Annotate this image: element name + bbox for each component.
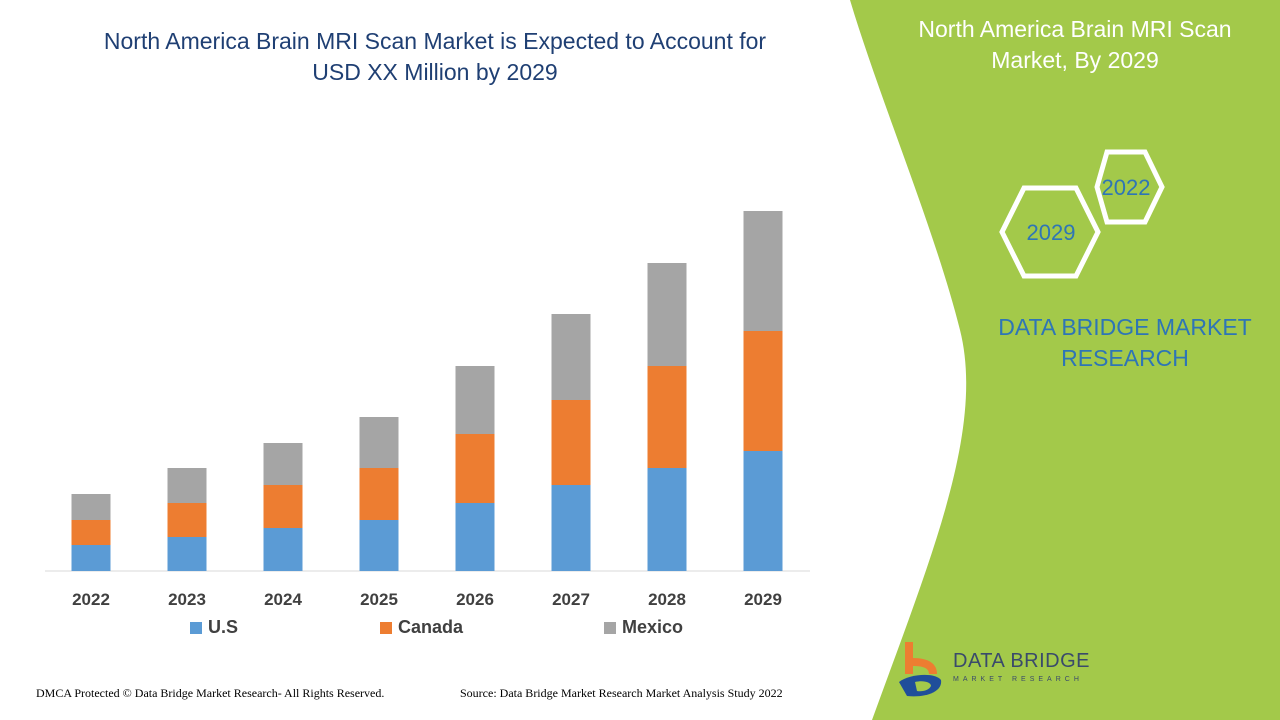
logo-text: DATA BRIDGE bbox=[953, 650, 1091, 672]
legend-item-canada: Canada bbox=[380, 617, 463, 638]
x-tick-label: 2028 bbox=[648, 590, 686, 609]
bar-mexico-2023 bbox=[167, 468, 207, 503]
bar-mexico-2029 bbox=[743, 211, 783, 331]
data-bridge-logo: DATA BRIDGE MARKET RESEARCH bbox=[895, 640, 1095, 700]
bar-mexico-2027 bbox=[551, 314, 591, 400]
footer-source: Source: Data Bridge Market Research Mark… bbox=[460, 686, 783, 700]
legend-label: Canada bbox=[398, 617, 464, 637]
bar-canada-2024 bbox=[263, 485, 303, 528]
bar-mexico-2022 bbox=[71, 494, 111, 520]
legend-swatch bbox=[190, 621, 202, 634]
bar-us-2022 bbox=[71, 545, 111, 571]
legend-swatch bbox=[380, 621, 392, 634]
bar-mexico-2024 bbox=[263, 443, 303, 485]
x-tick-label: 2025 bbox=[360, 590, 398, 609]
bar-us-2026 bbox=[455, 503, 495, 571]
chart-title: North America Brain MRI Scan Market is E… bbox=[103, 28, 767, 85]
legend-label: U.S bbox=[208, 617, 239, 637]
bar-canada-2029 bbox=[743, 331, 783, 451]
x-tick-label: 2024 bbox=[264, 590, 302, 609]
bar-canada-2025 bbox=[359, 468, 399, 520]
bar-canada-2027 bbox=[551, 400, 591, 485]
footer-copyright: DMCA Protected © Data Bridge Market Rese… bbox=[36, 686, 385, 700]
x-tick-label: 2026 bbox=[456, 590, 494, 609]
hex-year-2029: 2029 bbox=[1027, 220, 1076, 245]
hexagon-2022 bbox=[1094, 149, 1165, 225]
x-tick-label: 2022 bbox=[72, 590, 110, 609]
x-tick-label: 2029 bbox=[744, 590, 782, 609]
brand-text: DATA BRIDGE MARKET RESEARCH bbox=[998, 314, 1252, 371]
hexagon-years: 2022 2029 bbox=[999, 149, 1165, 279]
bar-us-2024 bbox=[263, 528, 303, 571]
x-tick-label: 2027 bbox=[552, 590, 590, 609]
hex-year-2022: 2022 bbox=[1102, 175, 1151, 200]
bar-us-2025 bbox=[359, 520, 399, 571]
bar-mexico-2026 bbox=[455, 366, 495, 434]
bar-mexico-2025 bbox=[359, 417, 399, 468]
bar-us-2027 bbox=[551, 485, 591, 571]
bar-canada-2028 bbox=[647, 366, 687, 468]
legend-item-us: U.S bbox=[190, 617, 238, 638]
bar-canada-2026 bbox=[455, 434, 495, 503]
logo-subtext: MARKET RESEARCH bbox=[953, 676, 1083, 683]
bar-canada-2022 bbox=[71, 520, 111, 545]
bar-mexico-2028 bbox=[647, 263, 687, 366]
x-tick-label: 2023 bbox=[168, 590, 206, 609]
legend-item-mexico: Mexico bbox=[604, 617, 683, 638]
bar-us-2023 bbox=[167, 537, 207, 571]
legend-swatch bbox=[604, 621, 616, 634]
bar-us-2029 bbox=[743, 451, 783, 571]
bar-canada-2023 bbox=[167, 503, 207, 537]
logo-mark-icon bbox=[899, 642, 942, 697]
side-panel-title: North America Brain MRI Scan Market, By … bbox=[918, 16, 1232, 73]
hexagon-2029 bbox=[999, 185, 1101, 279]
legend-label: Mexico bbox=[622, 617, 684, 637]
bar-us-2028 bbox=[647, 468, 687, 571]
stacked-bar-chart: 2022 2023 2024 2025 2026 2027 2028 2029 bbox=[45, 211, 810, 609]
